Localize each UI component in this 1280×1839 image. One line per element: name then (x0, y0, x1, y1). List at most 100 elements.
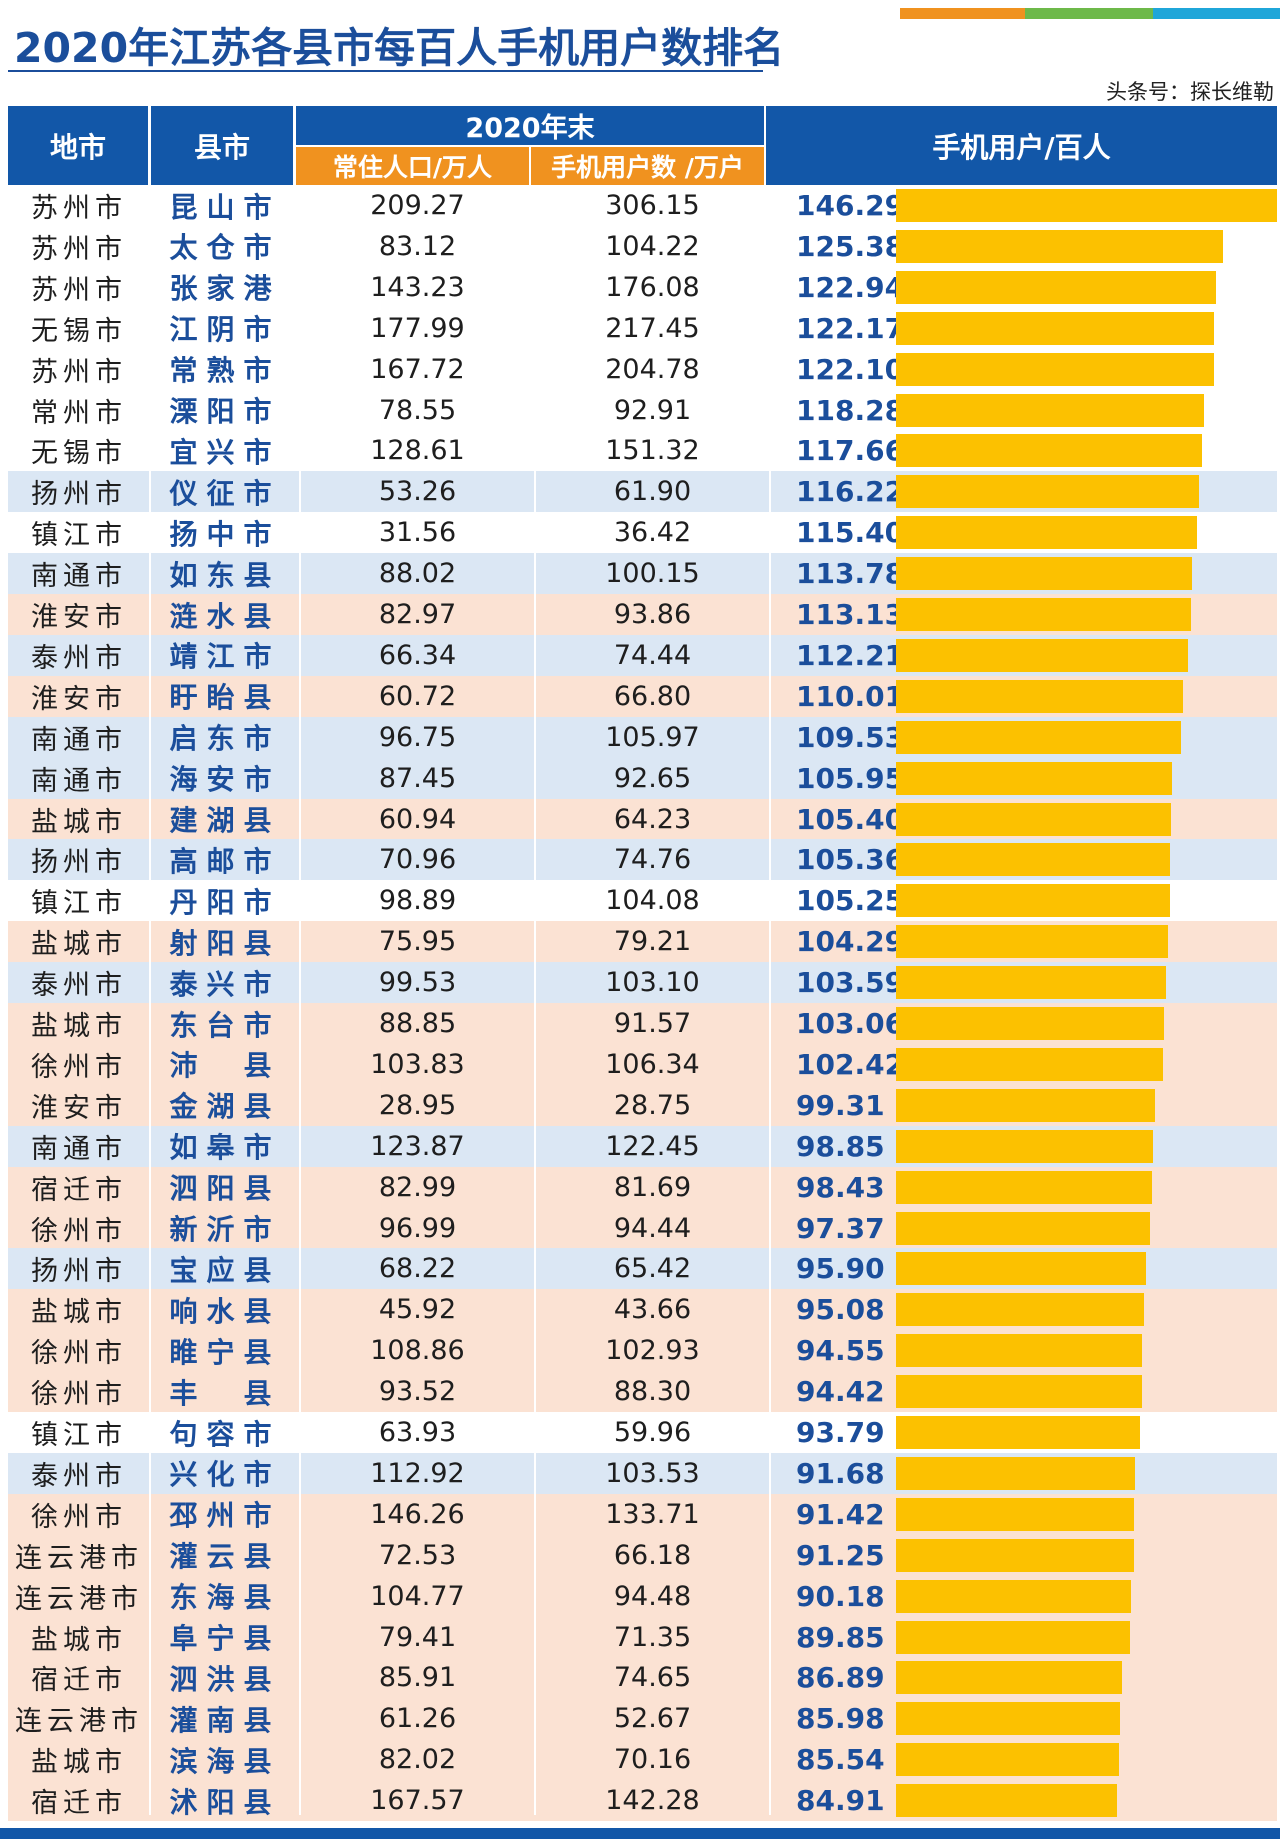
city-cell: 扬州市 (31, 479, 127, 511)
county-cell: 泗阳县 (169, 1172, 281, 1206)
table-row: 泰州市 兴化市 112.92 103.53 91.68 (8, 1452, 1277, 1494)
per100-bar (896, 1293, 1144, 1327)
population-cell: 146.26 (370, 1498, 465, 1530)
per100-value-label: 95.90 (796, 1252, 885, 1286)
city-cell: 泰州市 (31, 1460, 127, 1492)
table-row: 苏州市 昆山市 209.27 306.15 146.29 (8, 185, 1277, 226)
county-cell: 丰 县 (169, 1376, 281, 1410)
per100-bar (896, 638, 1189, 672)
per100-bar (896, 434, 1203, 468)
table-row: 徐州市 邳州市 146.26 133.71 91.42 (8, 1493, 1277, 1535)
population-cell: 87.45 (378, 762, 457, 794)
table-row: 盐城市 滨海县 82.02 70.16 85.54 (8, 1739, 1277, 1781)
city-cell: 苏州市 (31, 356, 127, 388)
users-cell: 103.53 (605, 1457, 700, 1489)
per100-value-label: 110.01 (796, 679, 905, 713)
county-cell: 睢宁县 (169, 1335, 281, 1369)
per100-bar (896, 270, 1217, 304)
city-cell: 苏州市 (31, 233, 127, 265)
per100-bar (896, 1702, 1120, 1736)
users-cell: 176.08 (605, 271, 700, 303)
county-cell: 金湖县 (169, 1090, 281, 1124)
accent-bar-green (1025, 8, 1153, 19)
city-cell: 常州市 (31, 397, 127, 429)
county-cell: 如东县 (169, 558, 281, 592)
population-cell: 99.53 (378, 967, 457, 999)
county-cell: 响水县 (169, 1294, 281, 1328)
city-cell: 南通市 (31, 1133, 127, 1165)
users-cell: 122.45 (605, 1130, 700, 1162)
users-cell: 306.15 (605, 190, 700, 221)
city-cell: 南通市 (31, 765, 127, 797)
city-cell: 镇江市 (31, 1420, 127, 1451)
users-cell: 52.67 (613, 1703, 692, 1735)
table-row: 连云港市 灌南县 61.26 52.67 85.98 (8, 1698, 1277, 1740)
per100-bar (896, 1579, 1131, 1613)
city-cell: 徐州市 (31, 1338, 127, 1370)
county-cell: 涟水县 (169, 599, 281, 633)
header-population: 常住人口/万人 (296, 147, 529, 185)
per100-bar (896, 1170, 1153, 1204)
column-separator (769, 185, 771, 1815)
county-cell: 盱眙县 (169, 681, 281, 715)
per100-value-label: 112.21 (796, 638, 905, 672)
county-cell: 灌云县 (169, 1540, 281, 1574)
accent-bar-blue (1153, 8, 1280, 19)
table-row: 南通市 启东市 96.75 105.97 109.53 (8, 716, 1277, 758)
per100-value-label: 105.40 (796, 802, 905, 836)
county-cell: 常熟市 (169, 354, 281, 388)
city-cell: 盐城市 (31, 806, 127, 838)
population-cell: 60.94 (378, 803, 457, 835)
header-county: 县市 (151, 106, 293, 185)
per100-value-label: 95.08 (796, 1293, 885, 1327)
per100-value-label: 102.42 (796, 1047, 905, 1081)
users-cell: 43.66 (613, 1294, 692, 1326)
source-credit: 头条号：探长维勒 (1106, 80, 1274, 104)
city-cell: 淮安市 (31, 602, 127, 633)
city-cell: 盐城市 (31, 1747, 127, 1779)
title-underline (8, 70, 763, 72)
population-cell: 83.12 (378, 230, 457, 262)
per100-bar (896, 1088, 1155, 1122)
users-cell: 93.86 (613, 599, 692, 630)
population-cell: 79.41 (378, 1621, 457, 1653)
population-cell: 45.92 (378, 1294, 457, 1326)
county-cell: 射阳县 (169, 926, 281, 960)
per100-value-label: 118.28 (796, 393, 905, 427)
city-cell: 宿迁市 (31, 1174, 127, 1206)
city-cell: 镇江市 (31, 520, 127, 552)
per100-bar (896, 761, 1172, 795)
users-cell: 94.44 (613, 1212, 692, 1244)
table-row: 苏州市 张家港 143.23 176.08 122.94 (8, 266, 1277, 308)
header-users: 手机用户数 /万户 (531, 147, 764, 185)
users-cell: 142.28 (605, 1785, 700, 1817)
table-row: 淮安市 涟水县 82.97 93.86 113.13 (8, 594, 1277, 635)
per100-bar (896, 1129, 1154, 1163)
users-cell: 104.08 (605, 885, 700, 917)
per100-value-label: 105.36 (796, 843, 905, 877)
population-cell: 96.99 (378, 1212, 457, 1244)
users-cell: 88.30 (613, 1376, 692, 1408)
population-cell: 103.83 (370, 1048, 465, 1080)
per100-value-label: 86.89 (796, 1661, 885, 1695)
per100-bar (896, 1661, 1123, 1695)
users-cell: 92.65 (613, 762, 692, 794)
users-cell: 70.16 (613, 1744, 692, 1776)
county-cell: 溧阳市 (169, 395, 281, 428)
per100-bar (896, 884, 1171, 918)
page-title: 2020年江苏各县市每百人手机用户数排名 (14, 24, 785, 72)
per100-bar (896, 1211, 1150, 1245)
users-cell: 64.23 (613, 803, 692, 835)
city-cell: 连云港市 (15, 1583, 143, 1615)
city-cell: 徐州市 (31, 1215, 127, 1247)
per100-bar (896, 720, 1182, 754)
users-cell: 217.45 (605, 312, 700, 344)
per100-bar (896, 516, 1197, 550)
table-row: 苏州市 常熟市 167.72 204.78 122.10 (8, 348, 1277, 390)
per100-bar (896, 1007, 1165, 1040)
county-cell: 沛 县 (169, 1049, 281, 1083)
per100-value-label: 122.17 (796, 311, 905, 345)
per100-bar (896, 1743, 1119, 1777)
population-cell: 85.91 (378, 1662, 457, 1694)
city-cell: 南通市 (31, 724, 127, 756)
